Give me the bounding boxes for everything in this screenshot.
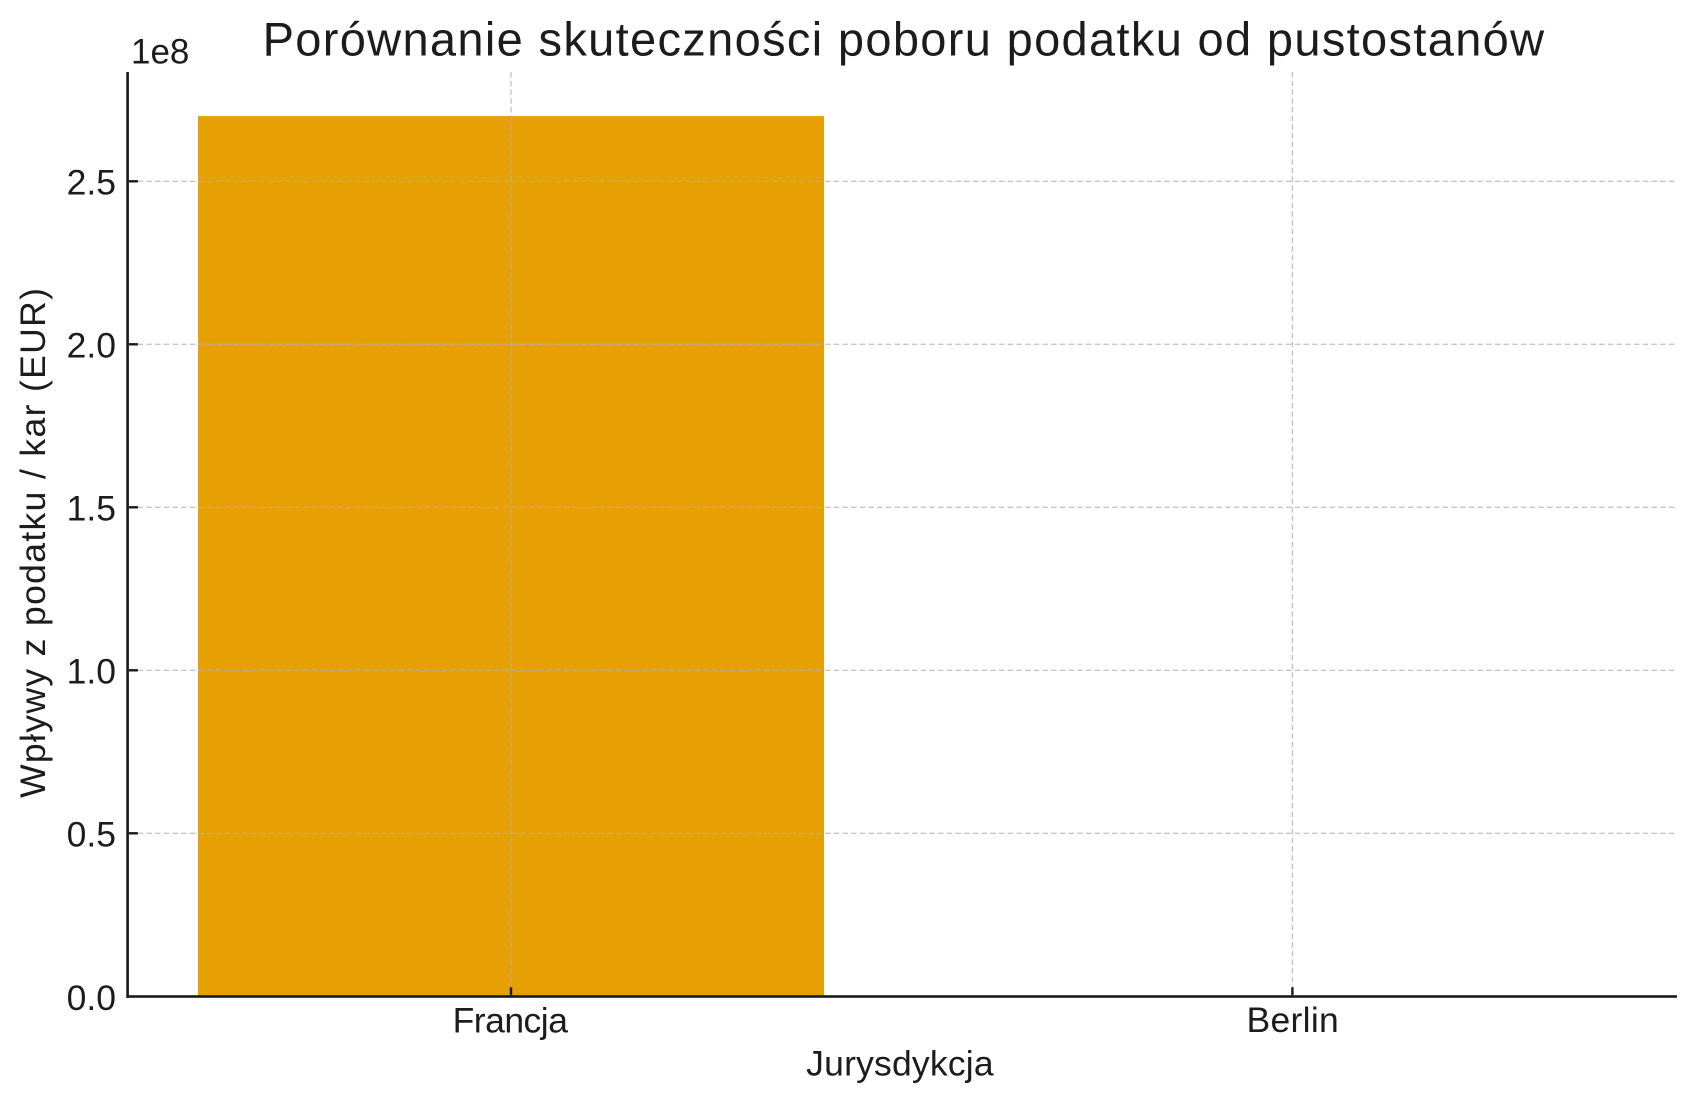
svg-text:1e8: 1e8 bbox=[131, 33, 189, 72]
svg-text:Porównanie skuteczności poboru: Porównanie skuteczności poboru podatku o… bbox=[263, 13, 1546, 66]
svg-text:Jurysdykcja: Jurysdykcja bbox=[806, 1043, 994, 1083]
svg-text:2.0: 2.0 bbox=[67, 326, 116, 366]
svg-text:1.5: 1.5 bbox=[67, 489, 116, 529]
svg-text:Berlin: Berlin bbox=[1247, 1000, 1340, 1040]
svg-text:0.0: 0.0 bbox=[67, 978, 116, 1018]
svg-text:2.5: 2.5 bbox=[67, 163, 116, 203]
svg-text:Wpływy z podatku / kar (EUR): Wpływy z podatku / kar (EUR) bbox=[13, 287, 53, 798]
svg-text:1.0: 1.0 bbox=[67, 652, 116, 692]
svg-text:0.5: 0.5 bbox=[67, 815, 116, 855]
svg-text:Francja: Francja bbox=[453, 1000, 569, 1040]
